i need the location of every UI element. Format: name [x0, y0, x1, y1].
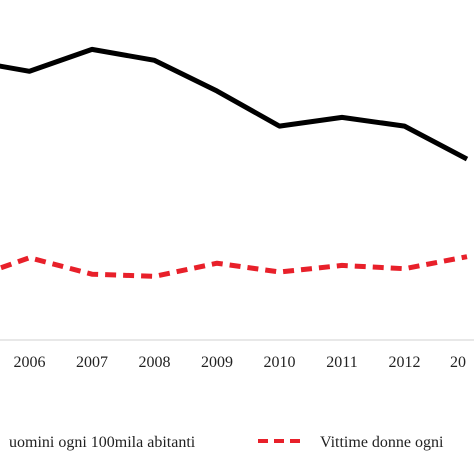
- legend-label-men: uomini ogni 100mila abitanti: [9, 434, 196, 451]
- x-tick-labels: 2006 2007 2008 2009 2010 2011 2012 20: [14, 354, 467, 371]
- x-tick-label-2012: 2012: [389, 354, 421, 371]
- x-tick-label-2008: 2008: [139, 354, 171, 371]
- legend: uomini ogni 100mila abitanti Vittime don…: [9, 434, 444, 451]
- x-tick-label-2009: 2009: [201, 354, 233, 371]
- series-layer: [0, 46, 469, 279]
- x-tick-label-2007: 2007: [76, 354, 108, 371]
- series-line-women: [0, 254, 468, 279]
- x-tick-label-20: 20: [450, 354, 466, 371]
- x-tick-label-2010: 2010: [264, 354, 296, 371]
- legend-label-women: Vittime donne ogni: [320, 434, 444, 451]
- series-line-men: [0, 46, 469, 162]
- x-tick-label-2006: 2006: [14, 354, 46, 371]
- x-tick-label-2011: 2011: [326, 354, 357, 371]
